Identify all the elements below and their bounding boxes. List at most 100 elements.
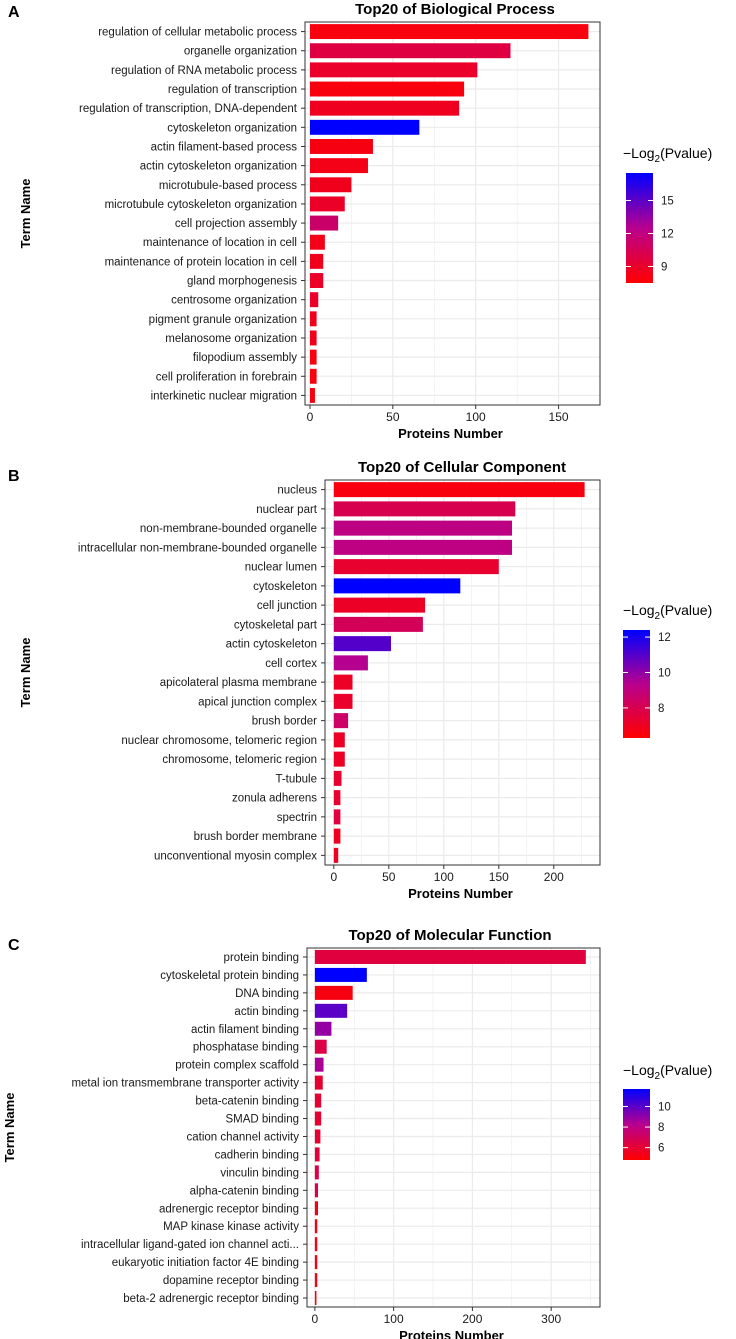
panel-label: C — [8, 937, 20, 954]
bar — [309, 158, 368, 174]
y-tick-label: cytoskeleton — [253, 581, 317, 593]
bar — [333, 578, 461, 594]
x-tick-label: 200 — [462, 1312, 482, 1326]
legend-tick-label: 9 — [661, 262, 667, 274]
bar — [333, 751, 345, 767]
legend-title-prefix: −Log — [623, 602, 655, 618]
bar — [309, 119, 420, 135]
bar — [314, 1237, 318, 1252]
y-tick-label: phosphatase binding — [193, 1042, 299, 1054]
y-tick-labels: regulation of cellular metabolic process… — [79, 27, 298, 403]
bar — [314, 1021, 332, 1036]
y-tick-label: filopodium assembly — [193, 352, 297, 364]
legend-tick-label: 8 — [658, 1122, 664, 1134]
bar — [333, 674, 353, 690]
y-tick-label: regulation of cellular metabolic process — [98, 27, 297, 39]
y-tick-labels: protein binding cytoskeletal protein bind… — [71, 952, 299, 1305]
bar — [314, 967, 367, 982]
x-tick-label: 300 — [541, 1312, 561, 1326]
y-tick-label: cell junction — [257, 600, 317, 612]
y-tick-label: maintenance of location in cell — [143, 237, 297, 249]
bar — [309, 387, 315, 403]
x-tick-label: 0 — [330, 870, 337, 884]
bar — [314, 1255, 318, 1270]
x-tick-label: 200 — [544, 870, 564, 884]
bar — [333, 828, 341, 844]
legend-tick-label: 15 — [661, 196, 674, 208]
bar — [314, 1147, 320, 1162]
y-tick-label: alpha-catenin binding — [190, 1185, 299, 1197]
y-tick-label: microtubule-based process — [159, 180, 297, 192]
bar — [309, 349, 317, 365]
chart-title: Top20 of Biological Process — [355, 1, 555, 18]
bar — [314, 1003, 348, 1018]
y-tick-label: actin filament binding — [191, 1024, 299, 1036]
legend-title-prefix: −Log — [623, 1062, 655, 1078]
y-tick-label: non-membrane-bounded organelle — [140, 523, 317, 535]
y-tick-label: brush border — [252, 716, 317, 728]
bar — [309, 368, 317, 384]
y-tick-label: actin cytoskeleton — [226, 639, 317, 651]
legend-title: −Log2(Pvalue) — [623, 145, 712, 165]
bar — [314, 1183, 319, 1198]
bar — [309, 24, 589, 40]
y-tick-label: intracellular ligand-gated ion channel a… — [81, 1239, 299, 1251]
bar — [314, 1111, 322, 1126]
y-tick-label: cytoskeletal part — [234, 619, 318, 631]
y-tick-label: regulation of transcription, DNA-depende… — [79, 103, 298, 115]
y-tick-label: DNA binding — [235, 988, 299, 1000]
y-tick-label: spectrin — [277, 812, 317, 824]
legend-title-subscript: 2 — [655, 611, 661, 622]
bar — [333, 693, 353, 709]
bar — [314, 949, 586, 964]
y-tick-label: nucleus — [277, 485, 317, 497]
x-axis-label: Proteins Number — [399, 1328, 504, 1339]
y-tick-label: eukaryotic initiation factor 4E binding — [112, 1257, 299, 1269]
y-tick-label: gland morphogenesis — [187, 276, 297, 288]
y-tick-label: interkinetic nuclear migration — [151, 390, 297, 402]
bar — [333, 539, 512, 555]
bar — [333, 616, 423, 632]
y-tick-label: cell proliferation in forebrain — [156, 371, 297, 383]
legend-title-suffix: (Pvalue) — [660, 602, 712, 618]
legend-title-subscript: 2 — [655, 154, 661, 165]
y-tick-label: vinculin binding — [220, 1167, 299, 1179]
bar — [314, 1219, 318, 1234]
plot-frame — [306, 947, 601, 1308]
bar — [314, 1201, 319, 1216]
y-tick-label: adrenergic receptor binding — [159, 1203, 299, 1215]
y-tick-label: cadherin binding — [215, 1149, 299, 1161]
legend-tick-label: 6 — [658, 1143, 664, 1155]
legend-title: −Log2(Pvalue) — [623, 602, 712, 622]
legend-colorbar — [623, 630, 650, 738]
bar — [333, 847, 339, 863]
bar — [333, 482, 585, 498]
y-axis-label: Term Name — [18, 179, 33, 249]
y-tick-label: cytoskeletal protein binding — [160, 970, 299, 982]
y-tick-label: apical junction complex — [198, 696, 317, 708]
bar — [309, 311, 317, 327]
x-tick-label: 150 — [489, 870, 509, 884]
y-axis-label: Term Name — [18, 638, 33, 708]
bar — [309, 177, 352, 193]
bar — [333, 597, 426, 613]
bar — [314, 1093, 322, 1108]
bar — [333, 770, 342, 786]
panel-c-chart: C Top20 of Molecular Function protein bind… — [2, 927, 712, 1339]
bar — [309, 62, 478, 78]
y-tick-label: actin binding — [234, 1006, 299, 1018]
x-tick-label: 100 — [466, 410, 486, 424]
bar — [333, 520, 512, 536]
legend-title: −Log2(Pvalue) — [623, 1062, 712, 1082]
legend-title-suffix: (Pvalue) — [660, 145, 712, 161]
y-tick-label: cell cortex — [265, 658, 317, 670]
y-tick-label: nuclear part — [256, 504, 318, 516]
y-tick-label: brush border membrane — [194, 831, 317, 843]
y-tick-label: metal ion transmembrane transporter acti… — [71, 1078, 299, 1090]
y-tick-label: beta-2 adrenergic receptor binding — [123, 1293, 299, 1305]
y-tick-label: centrosome organization — [171, 295, 297, 307]
y-tick-label: T-tubule — [275, 773, 317, 785]
y-tick-label: MAP kinase kinase activity — [163, 1221, 299, 1233]
x-tick-label: 0 — [307, 410, 314, 424]
